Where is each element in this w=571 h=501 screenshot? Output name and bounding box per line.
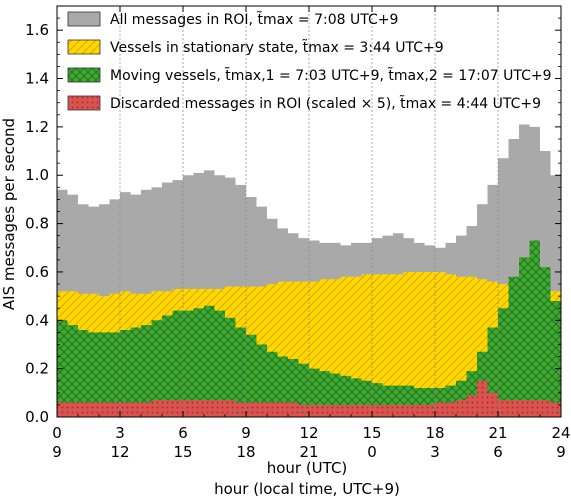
x-axis-label-local: hour (local time, UTC+9): [214, 480, 400, 498]
y-tick-label: 1.0: [25, 166, 49, 184]
y-tick-label: 1.6: [25, 21, 49, 39]
x-tick-label-local: 0: [367, 443, 377, 461]
legend-swatch: [67, 95, 101, 111]
x-tick-label: 9: [241, 424, 251, 442]
y-tick-label: 1.2: [25, 118, 49, 136]
legend-swatch: [67, 67, 101, 83]
y-axis-label: AIS messages per second: [0, 118, 18, 310]
legend-label: Vessels in stationary state, t̃max = 3:4…: [110, 39, 444, 56]
x-tick-label-local: 15: [173, 443, 192, 461]
y-tick-label: 0.2: [25, 360, 49, 378]
y-tick-label: 1.4: [25, 70, 49, 88]
legend-label: All messages in ROI, t̃max = 7:08 UTC+9: [110, 11, 398, 28]
x-tick-label: 21: [488, 424, 507, 442]
x-tick-label-local: 12: [110, 443, 129, 461]
legend-label: Discarded messages in ROI (scaled × 5), …: [110, 95, 541, 112]
y-tick-label: 0.4: [25, 311, 49, 329]
legend: All messages in ROI, t̃max = 7:08 UTC+9 V…: [67, 11, 552, 112]
y-tick-label: 0.8: [25, 215, 49, 233]
x-tick-label: 6: [178, 424, 188, 442]
y-tick-label: 0.6: [25, 263, 49, 281]
x-tick-label-local: 18: [236, 443, 255, 461]
legend-swatch: [67, 11, 101, 27]
legend-swatch: [67, 39, 101, 55]
x-tick-label: 0: [52, 424, 62, 442]
x-tick-label: 18: [425, 424, 444, 442]
x-tick-label-local: 21: [299, 443, 318, 461]
x-tick-label-local: 6: [493, 443, 503, 461]
axes: 0931261591812211501832162490.00.20.40.60…: [25, 5, 571, 461]
legend-label: Moving vessels, t̃max,1 = 7:03 UTC+9, t̃…: [110, 67, 552, 84]
x-tick-label-local: 9: [52, 443, 62, 461]
x-tick-label-local: 3: [430, 443, 440, 461]
x-tick-label: 3: [115, 424, 125, 442]
y-tick-label: 0.0: [25, 408, 49, 426]
x-tick-label: 24: [551, 424, 570, 442]
x-tick-label: 12: [299, 424, 318, 442]
x-tick-label-local: 9: [556, 443, 566, 461]
area-moving-vessels: [57, 240, 561, 417]
x-tick-label: 15: [362, 424, 381, 442]
x-axis-label: hour (UTC): [267, 459, 348, 477]
